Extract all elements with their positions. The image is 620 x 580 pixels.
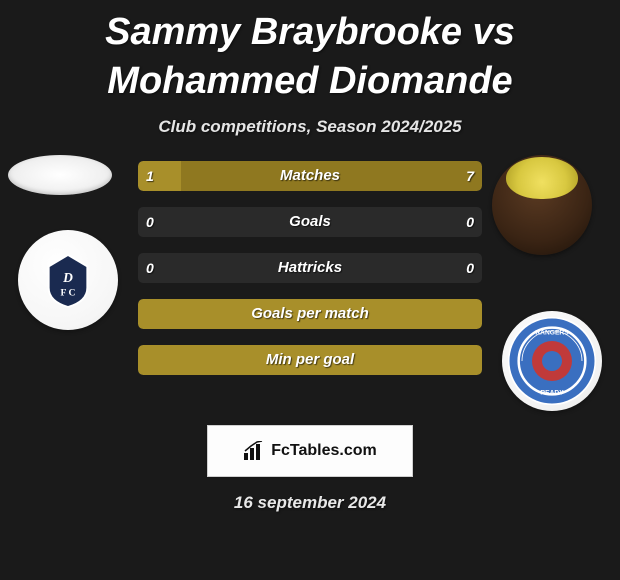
stat-label: Goals per match xyxy=(138,299,482,329)
comparison-chart: D F C RANGERS READY Matches17Goals00Hatt… xyxy=(0,175,620,415)
stat-row: Min per goal xyxy=(138,345,482,375)
club-left-badge: D F C xyxy=(18,230,118,330)
stat-label: Goals xyxy=(138,207,482,237)
subtitle: Club competitions, Season 2024/2025 xyxy=(0,117,620,137)
stat-row: Goals per match xyxy=(138,299,482,329)
dundee-fc-icon: D F C xyxy=(39,251,97,309)
svg-text:READY: READY xyxy=(540,389,564,396)
stat-bars: Matches17Goals00Hattricks00Goals per mat… xyxy=(138,161,482,391)
stat-value-right: 0 xyxy=(466,253,474,283)
date: 16 september 2024 xyxy=(0,493,620,513)
svg-text:D: D xyxy=(62,270,73,285)
stat-value-left: 0 xyxy=(146,207,154,237)
stat-label: Min per goal xyxy=(138,345,482,375)
svg-text:RANGERS: RANGERS xyxy=(535,329,569,336)
stat-row: Matches1 7 xyxy=(138,161,482,191)
stat-row: Hattricks0 0 xyxy=(138,253,482,283)
footer-badge[interactable]: FcTables.com xyxy=(207,425,413,477)
stat-row: Goals0 0 xyxy=(138,207,482,237)
stat-label: Matches xyxy=(138,161,482,191)
player-left-avatar xyxy=(8,155,112,195)
stat-value-right: 7 xyxy=(466,161,474,191)
chart-icon xyxy=(243,441,265,461)
player-right-avatar xyxy=(492,155,592,255)
stat-value-left: 0 xyxy=(146,253,154,283)
stat-value-right: 0 xyxy=(466,207,474,237)
rangers-fc-icon: RANGERS READY xyxy=(502,311,602,411)
page-title: Sammy Braybrooke vs Mohammed Diomande xyxy=(0,0,620,107)
footer-label: FcTables.com xyxy=(271,442,377,460)
stat-label: Hattricks xyxy=(138,253,482,283)
stat-value-left: 1 xyxy=(146,161,154,191)
club-right-badge: RANGERS READY xyxy=(502,311,602,411)
svg-text:F C: F C xyxy=(61,287,76,298)
